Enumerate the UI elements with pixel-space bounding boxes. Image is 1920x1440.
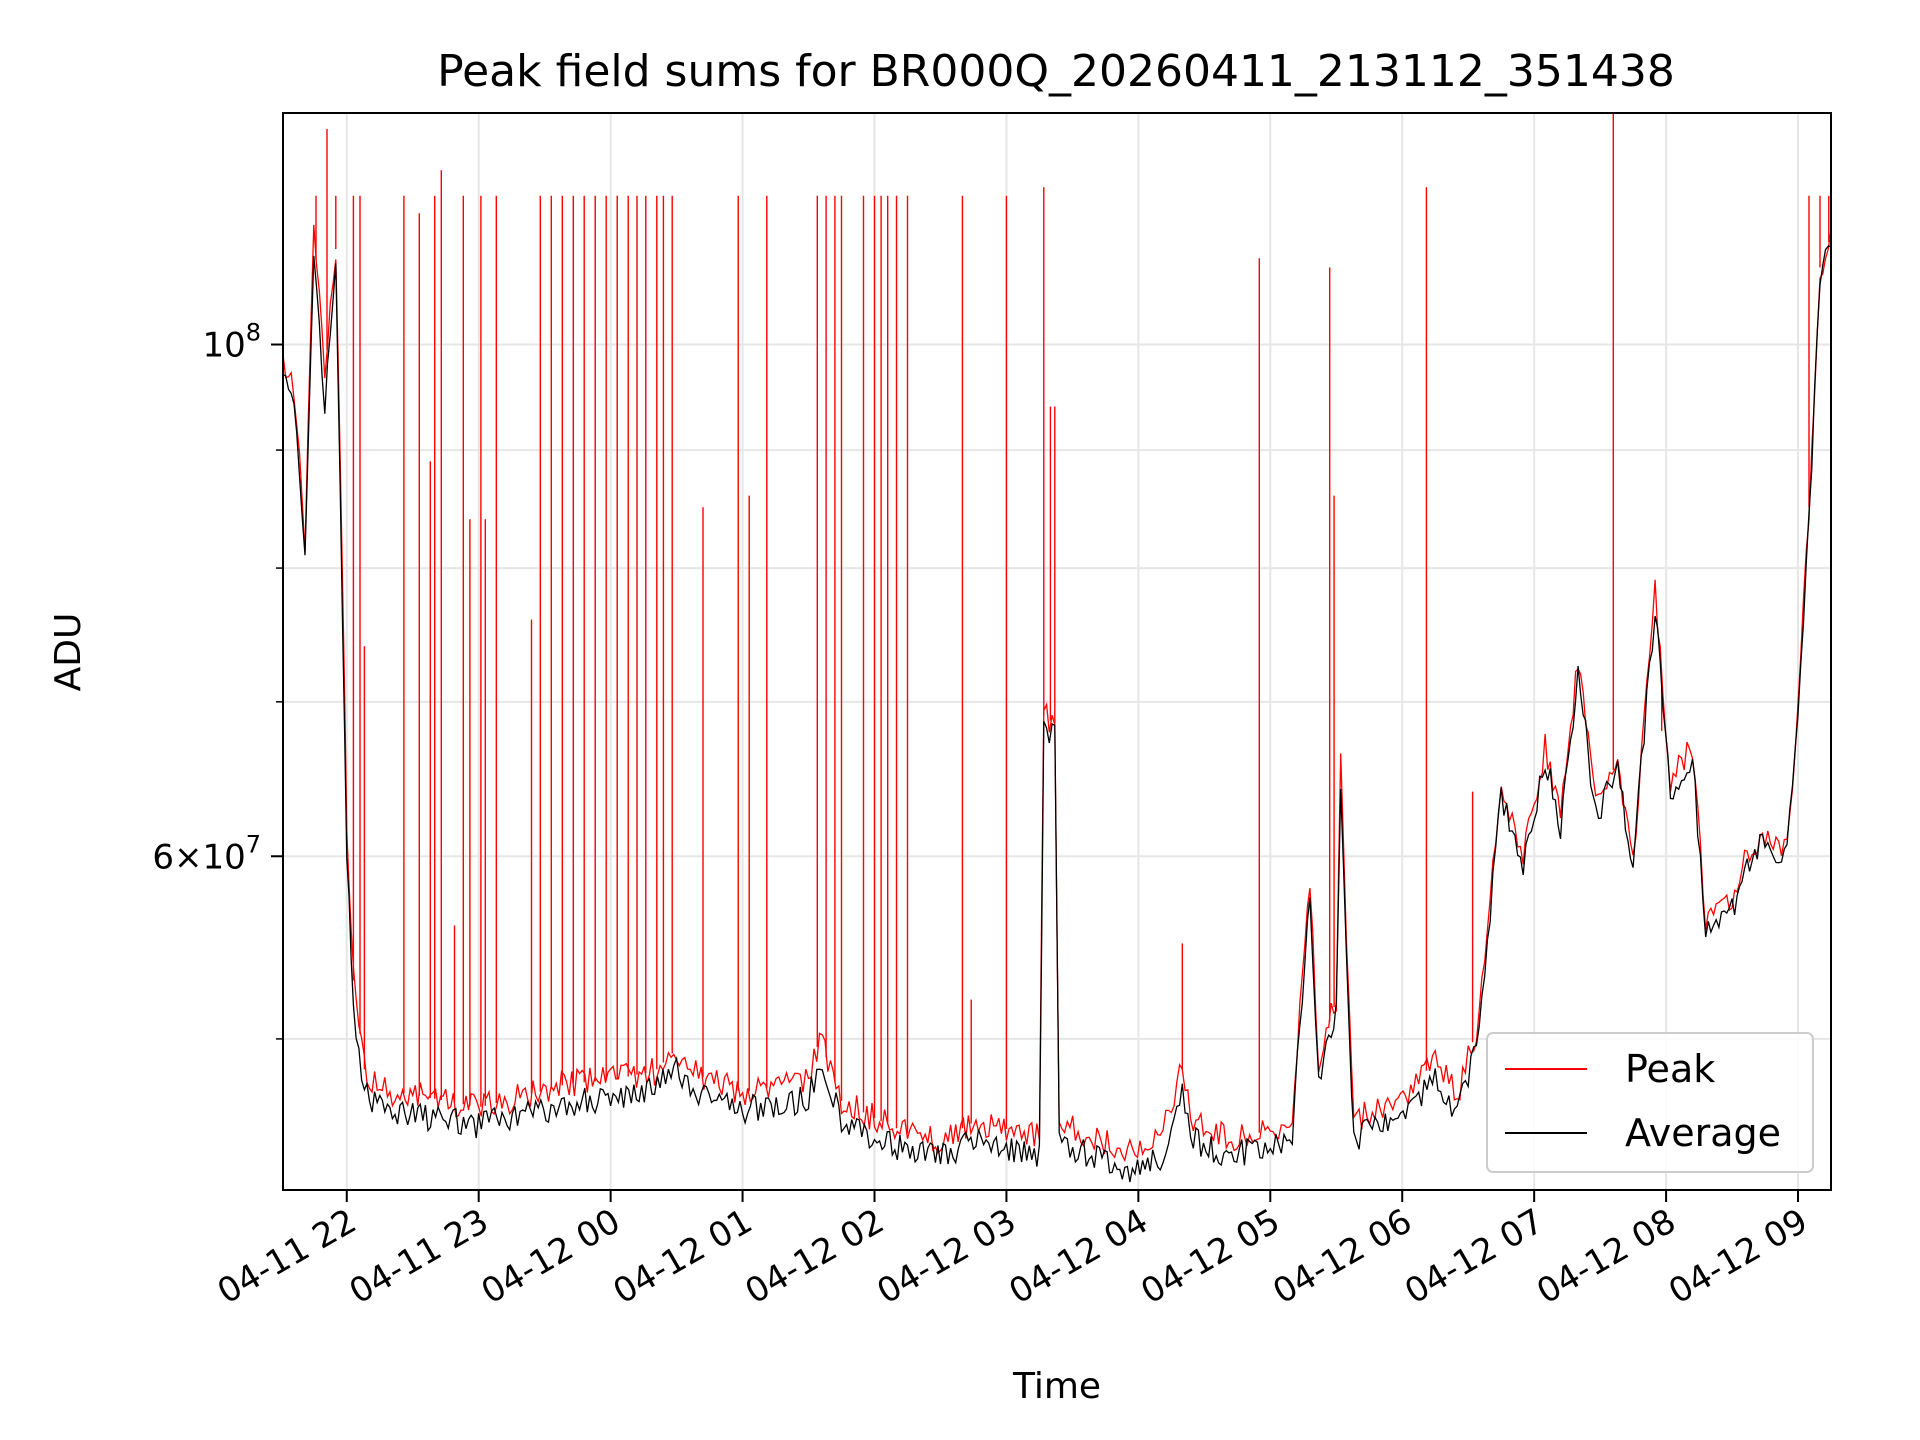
y-tick-base: 10 [202,326,245,366]
y-tick-label: 6×107 [152,830,261,877]
y-axis-label: ADU [48,613,89,692]
plot-area-frame [282,112,1832,1191]
y-tick-exponent: 8 [246,319,261,347]
y-tick-label: 108 [202,319,261,366]
y-tick-times: × [174,837,203,877]
y-tick-exponent: 7 [246,830,261,858]
series-area [283,113,1831,1183]
y-tick-coefficient: 6 [152,837,174,877]
legend-box [1486,1032,1814,1173]
series-line-average [283,244,1831,1183]
y-tick-base: 10 [202,837,245,877]
legend-label-peak: Peak [1625,1047,1715,1091]
legend-label-average: Average [1625,1111,1781,1155]
legend: Peak Average [1486,1032,1814,1173]
chart-title: Peak field sums for BR000Q_20260411_2131… [437,46,1675,97]
x-axis-label: Time [1012,1366,1101,1407]
